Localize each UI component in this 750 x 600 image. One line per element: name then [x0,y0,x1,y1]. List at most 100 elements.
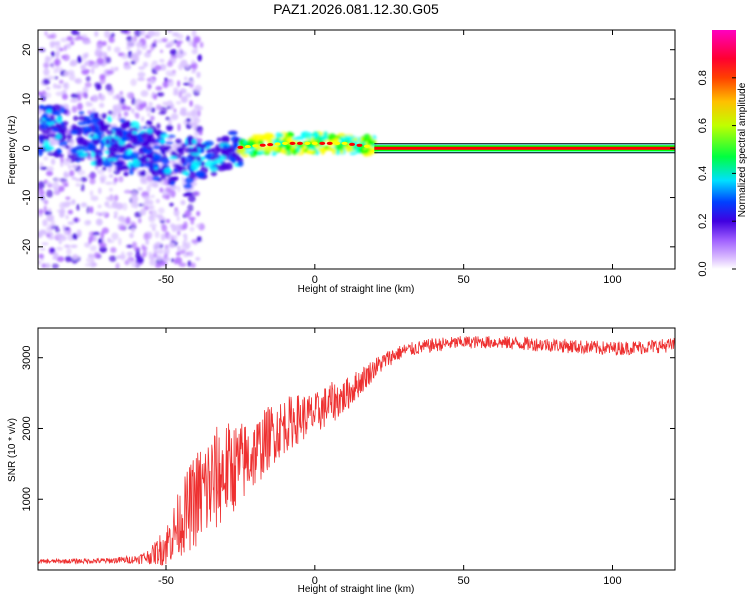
heatmap-cell [110,32,115,38]
heatmap-cell [86,257,93,263]
heatmap-cell [61,180,69,186]
heatmap-cell [155,198,160,204]
heatmap-cell [155,86,163,91]
heatmap-cell [177,80,181,88]
heatmap-cell [161,38,168,43]
heatmap-cell [53,68,57,74]
heatmap-cell [62,224,66,230]
heatmap-cell [105,70,114,75]
heatmap-cell [140,30,146,36]
heatmap-cell [126,106,132,111]
heatmap-cell [43,156,49,161]
ridge-peak [334,141,341,145]
heatmap-cell [156,92,165,97]
heatmap-cell [166,124,174,132]
heatmap-cell [82,92,88,98]
heatmap-cell [108,255,117,262]
heatmap-cell [61,93,68,100]
heatmap-cell [70,244,78,248]
heatmap-cell [130,78,137,87]
heatmap-cell [50,124,56,129]
heatmap-cell [60,37,68,43]
y-tick-label: -10 [21,190,33,206]
heatmap-cell [189,83,194,88]
heatmap-cell [98,187,102,195]
heatmap-cell [113,46,121,54]
heatmap-cell [100,51,107,58]
heatmap-cell [77,140,84,146]
heatmap-cell [147,112,151,117]
heatmap-cell [327,133,337,141]
heatmap-cell [173,209,180,217]
heatmap-cell [179,249,186,255]
heatmap-cell [148,251,152,258]
heatmap-cell [222,144,228,150]
heatmap-cell [71,105,78,113]
x-tick-label: 50 [458,274,470,286]
y-tick-label: 3000 [21,345,33,369]
heatmap-cell [67,221,75,225]
y-tick-label: 2000 [21,416,33,440]
heatmap-cell [153,39,158,45]
heatmap-cell [99,121,105,128]
heatmap-cell [165,257,171,262]
heatmap-cell [131,108,135,114]
heatmap-cell [153,30,161,37]
heatmap-cell [104,163,114,168]
heatmap-cell [140,176,147,183]
snr-ylabel: SNR (10 * v/v) [7,418,18,482]
heatmap-cell [45,109,53,115]
heatmap-cell [363,133,371,142]
heatmap-cell [216,137,222,142]
heatmap-cell [46,92,52,99]
heatmap-cell [64,244,70,248]
heatmap-cell [187,138,192,146]
heatmap-cell [162,81,170,89]
heatmap-cell [166,30,173,34]
heatmap-cell [56,246,63,251]
heatmap-cell [199,41,204,48]
heatmap-cell [131,97,136,106]
ridge-core [374,146,675,150]
heatmap-cell [194,84,202,93]
heatmap-cell [183,221,188,230]
heatmap-cell [89,206,94,214]
heatmap-cell [131,226,136,233]
heatmap-cell [80,65,87,71]
heatmap-cell [131,195,139,203]
heatmap-cell [74,77,82,84]
heatmap-cell [159,187,164,193]
heatmap-cell [170,158,175,163]
heatmap-cell [123,111,129,117]
heatmap-cell [42,93,46,97]
heatmap-cell [140,208,147,216]
heatmap-cell [176,40,181,48]
heatmap-cell [66,157,70,162]
heatmap-cell [139,163,147,168]
heatmap-cell [106,115,113,123]
heatmap-cell [115,154,122,158]
heatmap-cell [84,263,93,267]
heatmap-cell [96,156,104,165]
heatmap-cell [85,75,91,82]
heatmap-cell [170,258,175,263]
colorbar-tick-label: 0.0 [697,261,709,276]
heatmap-cell [52,104,61,113]
heatmap-cell [70,146,78,154]
heatmap-cell [41,128,52,135]
heatmap-cell [145,120,153,126]
heatmap-cell [149,223,157,228]
heatmap-cell [44,106,49,110]
heatmap-cell [263,132,273,141]
y-tick-label: 0 [21,145,33,151]
heatmap-cell [92,231,100,236]
heatmap-cell [126,45,131,51]
heatmap-cell [61,89,67,95]
heatmap-cell [101,166,107,171]
heatmap-cell [134,30,142,37]
heatmap-cell [70,93,79,99]
heatmap-cell [40,166,48,170]
heatmap-cell [308,146,316,151]
heatmap-cell [227,147,233,152]
